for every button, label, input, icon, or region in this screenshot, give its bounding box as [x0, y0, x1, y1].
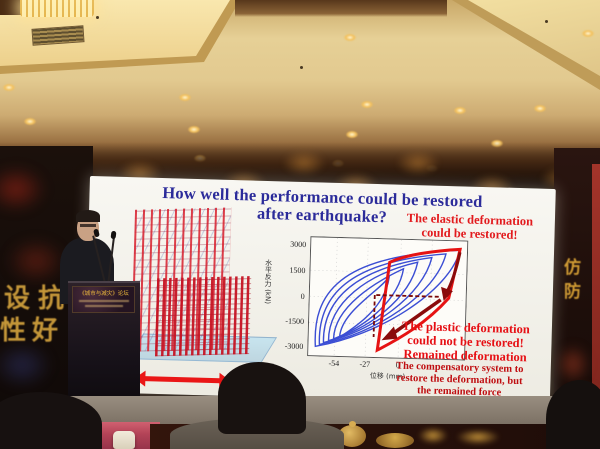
- compensatory-system-note: The compensatory system to restore the d…: [395, 360, 524, 399]
- banner-glow: [556, 344, 590, 384]
- sprinkler-head: [300, 66, 303, 69]
- y-tick: 1500: [289, 265, 306, 276]
- remained-force-arrow: [381, 298, 442, 341]
- left-banner-text-row1: 设抗: [4, 284, 73, 314]
- building-podium-lattice: [154, 276, 252, 357]
- y-tick: -3000: [284, 341, 304, 352]
- y-tick: 3000: [290, 239, 307, 250]
- unloading-arrow: [441, 252, 462, 301]
- plastic-deformation-note: The plastic deformation could not be res…: [401, 318, 530, 365]
- wall-light-glow: [282, 150, 326, 176]
- ceiling-downlight: [579, 28, 597, 39]
- podium-subtitle-blur: [85, 305, 123, 307]
- sprinkler-head: [545, 20, 548, 23]
- gold-banner-glyph-blur: [418, 427, 448, 444]
- ceiling-downlight: [185, 124, 203, 135]
- hysteresis-plot: [307, 236, 469, 361]
- right-banner-text: 仿防: [560, 258, 580, 306]
- ceiling-downlight: [531, 103, 549, 114]
- ceiling-downlight: [176, 92, 194, 103]
- presenter-hair: [76, 210, 100, 222]
- teapot-lid: [349, 421, 356, 427]
- building-wireframe-model: [119, 207, 278, 371]
- teapot: [338, 425, 366, 447]
- y-tick: -1500: [285, 316, 305, 327]
- ceiling-downlight: [21, 116, 39, 127]
- podium-title-text: 《城市与减灾》论坛: [79, 291, 129, 297]
- audience-head-center: [218, 362, 306, 434]
- gold-banner-glyph-blur: [456, 429, 500, 445]
- podium-front-panel: 《城市与减灾》论坛: [72, 286, 135, 313]
- wall-light-glow: [396, 150, 440, 176]
- ceiling-downlight: [341, 32, 359, 43]
- stage-light-glow: [0, 342, 52, 388]
- stage-light-glow: [6, 238, 66, 284]
- podium: 《城市与减灾》论坛: [68, 281, 140, 397]
- teacup: [113, 431, 135, 449]
- air-vent-grille: [31, 25, 85, 46]
- residual-deformation-dashed-lines: [372, 294, 439, 338]
- ceiling-downlight: [343, 129, 361, 140]
- bowl: [376, 433, 414, 448]
- chandelier: [20, 0, 94, 17]
- projection-screen: How well the performance could be restor…: [83, 176, 556, 405]
- double-arrow-icon: [134, 370, 231, 389]
- podium-subtitle-blur: [79, 300, 129, 302]
- ceiling-corner-shadow: [0, 0, 22, 15]
- sprinkler-head: [96, 16, 99, 19]
- stage-light-glow: [0, 166, 46, 212]
- y-tick: 0: [300, 291, 305, 302]
- audience-head-left: [0, 392, 102, 449]
- audience-head-right: [546, 380, 600, 449]
- left-banner-text-row2: 性好: [0, 316, 65, 346]
- presenter-glasses: [80, 224, 96, 227]
- right-banner-red-stripe: [592, 164, 600, 432]
- ceiling-downlight: [358, 99, 376, 110]
- ceiling-downlight: [0, 82, 18, 93]
- ceiling-soffit-strip: [235, 0, 447, 17]
- hysteresis-chart: [307, 236, 469, 361]
- x-tick: -54: [328, 358, 340, 369]
- ceiling-downlight: [451, 105, 469, 116]
